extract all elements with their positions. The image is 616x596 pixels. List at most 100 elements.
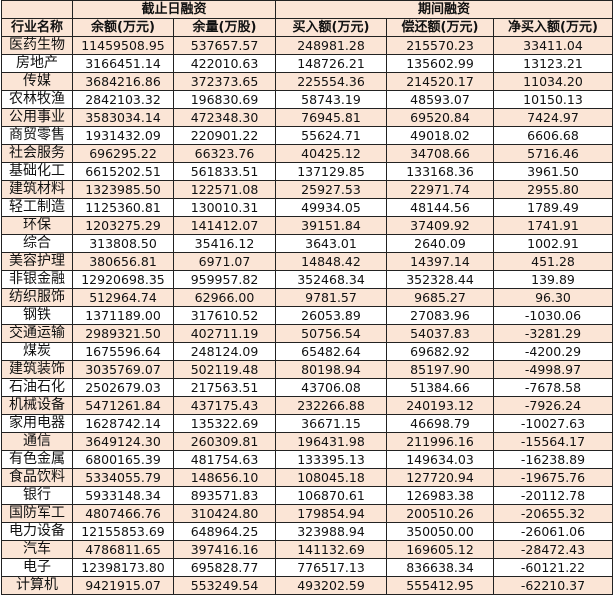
net-buy-cell: -4200.29 bbox=[493, 342, 613, 361]
table-row: 国防军工 4807466.76 310424.80 179854.94 200510.2… bbox=[1, 504, 613, 523]
table-row: 综合 313808.50 35416.12 3643.01 2640.09 1002.91 bbox=[1, 234, 613, 253]
industry-cell: 商贸零售 bbox=[1, 126, 73, 145]
net-buy-cell: -10027.63 bbox=[493, 414, 613, 433]
volume-cell: 260309.81 bbox=[173, 432, 276, 451]
net-buy-cell: 96.30 bbox=[493, 288, 613, 307]
table-row: 美容护理 380656.81 6971.07 14848.42 14397.14 451.… bbox=[1, 252, 613, 271]
table-row: 煤炭 1675596.64 248124.09 65482.64 69682.92 -42… bbox=[1, 342, 613, 361]
table-row: 房地产 3166451.14 422010.63 148726.21 135602.99… bbox=[1, 54, 613, 73]
volume-cell: 502119.48 bbox=[173, 360, 276, 379]
balance-cell: 1203275.29 bbox=[72, 216, 174, 235]
col-header-volume: 余量(万股) bbox=[173, 18, 276, 37]
buy-amount-cell: 65482.64 bbox=[275, 342, 387, 361]
repay-amount-cell: 133168.36 bbox=[386, 162, 494, 181]
net-buy-cell: -26061.06 bbox=[493, 522, 613, 541]
buy-amount-cell: 49934.05 bbox=[275, 198, 387, 217]
volume-cell: 695828.77 bbox=[173, 558, 276, 577]
balance-cell: 4786811.65 bbox=[72, 540, 174, 559]
repay-amount-cell: 48144.56 bbox=[386, 198, 494, 217]
volume-cell: 248124.09 bbox=[173, 342, 276, 361]
table-row: 汽车 4786811.65 397416.16 141132.69 169605.12-… bbox=[1, 540, 613, 559]
net-buy-cell: -19675.76 bbox=[493, 468, 613, 487]
volume-cell: 537657.57 bbox=[173, 36, 276, 55]
buy-amount-cell: 39151.84 bbox=[275, 216, 387, 235]
industry-cell: 基础化工 bbox=[1, 162, 73, 181]
net-buy-cell: -4998.97 bbox=[493, 360, 613, 379]
balance-cell: 1931432.09 bbox=[72, 126, 174, 145]
table-row: 建筑装饰 3035769.07 502119.48 80198.94 85197.90-… bbox=[1, 360, 613, 379]
repay-amount-cell: 149634.03 bbox=[386, 450, 494, 469]
net-buy-cell: -1030.06 bbox=[493, 306, 613, 325]
group-header-row: 截止日融资 期间融资 bbox=[1, 0, 613, 19]
balance-cell: 3035769.07 bbox=[72, 360, 174, 379]
balance-cell: 11459508.95 bbox=[72, 36, 174, 55]
volume-cell: 437175.43 bbox=[173, 396, 276, 415]
balance-cell: 12155853.69 bbox=[72, 522, 174, 541]
repay-amount-cell: 836638.34 bbox=[386, 558, 494, 577]
buy-amount-cell: 58743.19 bbox=[275, 90, 387, 109]
volume-cell: 130010.31 bbox=[173, 198, 276, 217]
repay-amount-cell: 200510.26 bbox=[386, 504, 494, 523]
balance-cell: 380656.81 bbox=[72, 252, 174, 271]
table-row: 有色金属 6800165.39 481754.63 133395.13 149634.0… bbox=[1, 450, 613, 469]
buy-amount-cell: 108045.18 bbox=[275, 468, 387, 487]
repay-amount-cell: 215570.23 bbox=[386, 36, 494, 55]
balance-cell: 4807466.76 bbox=[72, 504, 174, 523]
volume-cell: 402711.19 bbox=[173, 324, 276, 343]
balance-cell: 6615202.51 bbox=[72, 162, 174, 181]
buy-amount-cell: 3643.01 bbox=[275, 234, 387, 253]
buy-amount-cell: 106870.61 bbox=[275, 486, 387, 505]
volume-cell: 561833.51 bbox=[173, 162, 276, 181]
repay-amount-cell: 37409.92 bbox=[386, 216, 494, 235]
table-row: 商贸零售 1931432.09 220901.22 55624.71 49018.02 6… bbox=[1, 126, 613, 145]
net-buy-cell: -3281.29 bbox=[493, 324, 613, 343]
balance-cell: 696295.22 bbox=[72, 144, 174, 163]
net-buy-cell: 5716.46 bbox=[493, 144, 613, 163]
industry-cell: 农林牧渔 bbox=[1, 90, 73, 109]
repay-amount-cell: 240193.12 bbox=[386, 396, 494, 415]
industry-cell: 通信 bbox=[1, 432, 73, 451]
volume-cell: 310424.80 bbox=[173, 504, 276, 523]
buy-amount-cell: 80198.94 bbox=[275, 360, 387, 379]
volume-cell: 397416.16 bbox=[173, 540, 276, 559]
volume-cell: 422010.63 bbox=[173, 54, 276, 73]
repay-amount-cell: 51384.66 bbox=[386, 378, 494, 397]
net-buy-cell: 2955.80 bbox=[493, 180, 613, 199]
balance-cell: 2502679.03 bbox=[72, 378, 174, 397]
buy-amount-cell: 76945.81 bbox=[275, 108, 387, 127]
industry-cell: 美容护理 bbox=[1, 252, 73, 271]
buy-amount-cell: 55624.71 bbox=[275, 126, 387, 145]
buy-amount-cell: 50756.54 bbox=[275, 324, 387, 343]
buy-amount-cell: 232266.88 bbox=[275, 396, 387, 415]
buy-amount-cell: 148726.21 bbox=[275, 54, 387, 73]
industry-cell: 轻工制造 bbox=[1, 198, 73, 217]
volume-cell: 472348.30 bbox=[173, 108, 276, 127]
col-header-buy: 买入额(万元) bbox=[275, 18, 387, 37]
balance-cell: 2842103.32 bbox=[72, 90, 174, 109]
net-buy-cell: -62210.37 bbox=[493, 576, 613, 595]
volume-cell: 122571.08 bbox=[173, 180, 276, 199]
buy-amount-cell: 40425.12 bbox=[275, 144, 387, 163]
industry-cell: 电力设备 bbox=[1, 522, 73, 541]
buy-amount-cell: 36671.15 bbox=[275, 414, 387, 433]
table-row: 机械设备 5471261.84 437175.43 232266.88 240193.1… bbox=[1, 396, 613, 415]
repay-amount-cell: 350050.00 bbox=[386, 522, 494, 541]
volume-cell: 62966.00 bbox=[173, 288, 276, 307]
balance-cell: 313808.50 bbox=[72, 234, 174, 253]
table-row: 轻工制造 1125360.81 130010.31 49934.05 48144.56 1… bbox=[1, 198, 613, 217]
industry-cell: 传媒 bbox=[1, 72, 73, 91]
industry-cell: 国防军工 bbox=[1, 504, 73, 523]
industry-cell: 环保 bbox=[1, 216, 73, 235]
balance-cell: 1323985.50 bbox=[72, 180, 174, 199]
net-buy-cell: 10150.13 bbox=[493, 90, 613, 109]
repay-amount-cell: 135602.99 bbox=[386, 54, 494, 73]
net-buy-cell: 7424.97 bbox=[493, 108, 613, 127]
net-buy-cell: -15564.17 bbox=[493, 432, 613, 451]
buy-amount-cell: 14848.42 bbox=[275, 252, 387, 271]
balance-cell: 3649124.30 bbox=[72, 432, 174, 451]
table-row: 石油石化 2502679.03 217563.51 43706.08 51384.66-… bbox=[1, 378, 613, 397]
balance-cell: 3166451.14 bbox=[72, 54, 174, 73]
net-buy-cell: -7678.58 bbox=[493, 378, 613, 397]
industry-cell: 电子 bbox=[1, 558, 73, 577]
industry-cell: 交通运输 bbox=[1, 324, 73, 343]
